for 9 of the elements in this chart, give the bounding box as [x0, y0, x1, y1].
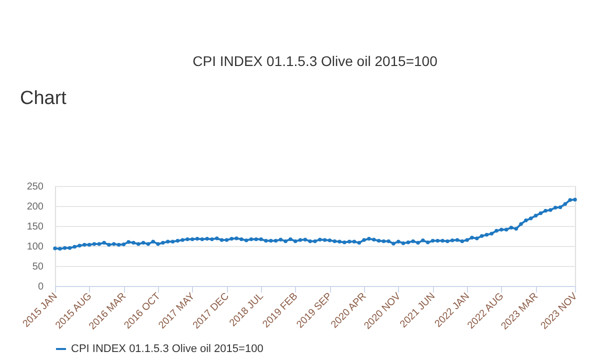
- y-tick-label: 50: [32, 262, 44, 272]
- chart-title: CPI INDEX 01.1.5.3 Olive oil 2015=100: [192, 53, 438, 69]
- legend-label: CPI INDEX 01.1.5.3 Olive oil 2015=100: [71, 343, 264, 355]
- y-tick-label: 250: [26, 182, 44, 192]
- y-tick-label: 150: [26, 222, 44, 232]
- y-tick-label: 200: [26, 202, 44, 212]
- y-tick-label: 0: [38, 282, 44, 292]
- y-tick-label: 100: [26, 242, 44, 252]
- text: Chart: [20, 88, 68, 109]
